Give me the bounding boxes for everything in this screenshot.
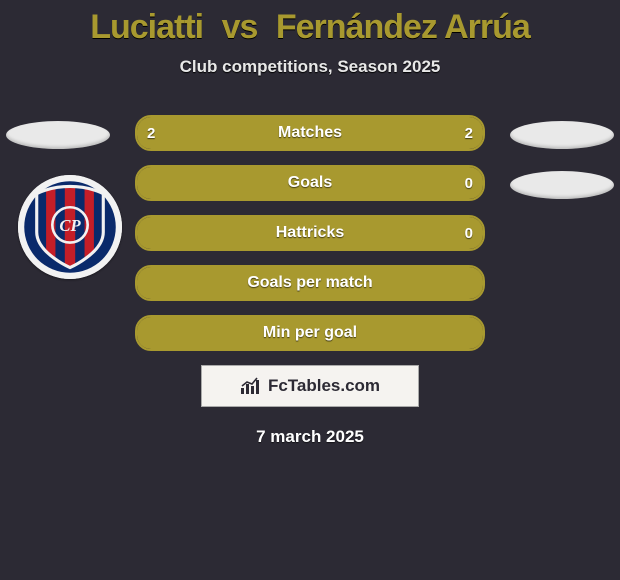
- stat-bar: Min per goal: [135, 315, 485, 351]
- stat-fill-left: [137, 317, 483, 349]
- stat-bar: 0Goals: [135, 165, 485, 201]
- stat-fill-left: [137, 167, 483, 199]
- stat-bar: 0Hattricks: [135, 215, 485, 251]
- stat-fill-left: [137, 267, 483, 299]
- page-title: Luciatti vs Fernández Arrúa: [0, 0, 620, 47]
- site-logo-text: FcTables.com: [268, 376, 380, 396]
- title-vs: vs: [222, 8, 258, 46]
- generated-date: 7 march 2025: [0, 427, 620, 447]
- comparison-card: Luciatti vs Fernández Arrúa Club competi…: [0, 0, 620, 580]
- stat-fill-left: [137, 117, 310, 149]
- subtitle: Club competitions, Season 2025: [0, 57, 620, 77]
- player1-name: Luciatti: [90, 8, 203, 46]
- player2-name: Fernández Arrúa: [276, 8, 530, 46]
- svg-text:CP: CP: [59, 216, 81, 235]
- stats-area: CP 22Matches 0Goals 0Hattricks Goals per ma…: [0, 115, 620, 447]
- player1-club-badge: CP: [18, 175, 122, 279]
- bar-chart-icon: [240, 377, 262, 395]
- stat-bar: Goals per match: [135, 265, 485, 301]
- player1-photo-placeholder: [6, 121, 110, 149]
- stat-fill-left: [137, 217, 483, 249]
- stat-bars: 22Matches 0Goals 0Hattricks Goals per match…: [135, 115, 485, 351]
- club-badge-svg: CP: [18, 175, 122, 279]
- player2-club-placeholder: [510, 171, 614, 199]
- stat-bar: 22Matches: [135, 115, 485, 151]
- player2-photo-placeholder: [510, 121, 614, 149]
- site-logo[interactable]: FcTables.com: [201, 365, 419, 407]
- stat-fill-right: [310, 117, 483, 149]
